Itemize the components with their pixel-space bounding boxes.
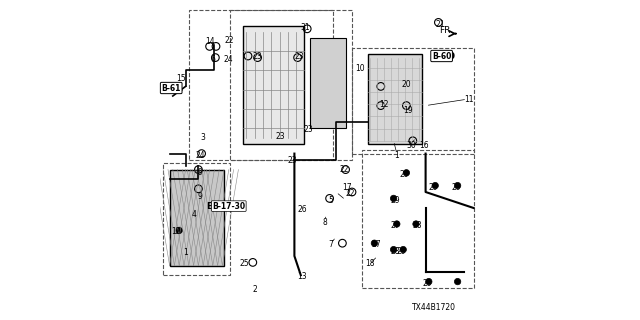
Circle shape — [390, 246, 397, 253]
Text: 14: 14 — [205, 37, 214, 46]
Text: 24: 24 — [224, 55, 234, 64]
Text: 1: 1 — [394, 151, 399, 160]
Text: 16: 16 — [419, 141, 429, 150]
Text: 17: 17 — [342, 183, 352, 192]
Circle shape — [394, 221, 400, 227]
Text: 11: 11 — [464, 95, 474, 104]
Text: 24: 24 — [195, 151, 205, 160]
Text: 29: 29 — [390, 196, 400, 204]
Text: 20: 20 — [401, 80, 412, 89]
Text: 29: 29 — [451, 183, 461, 192]
Circle shape — [413, 221, 419, 227]
Text: 26: 26 — [298, 205, 307, 214]
Polygon shape — [243, 26, 304, 144]
Text: 5: 5 — [329, 196, 333, 204]
Text: 27: 27 — [390, 221, 400, 230]
Text: 22: 22 — [224, 36, 234, 44]
Text: 10: 10 — [355, 64, 365, 73]
Polygon shape — [368, 54, 422, 144]
Text: B-61: B-61 — [159, 84, 183, 92]
Circle shape — [371, 240, 378, 246]
Text: 21: 21 — [435, 20, 445, 28]
Text: 2: 2 — [252, 285, 257, 294]
Text: 15: 15 — [176, 74, 186, 83]
Text: 23: 23 — [294, 52, 304, 60]
Text: 1: 1 — [183, 248, 188, 257]
Text: 8: 8 — [323, 218, 327, 227]
Text: 29: 29 — [400, 170, 410, 179]
Text: 31: 31 — [301, 23, 310, 32]
Text: 18: 18 — [365, 260, 374, 268]
Circle shape — [454, 278, 461, 285]
Text: B-60: B-60 — [432, 52, 451, 60]
Text: 25: 25 — [240, 260, 250, 268]
Text: 12: 12 — [380, 100, 388, 108]
Text: 9: 9 — [198, 168, 202, 177]
Circle shape — [176, 227, 182, 234]
Text: 9: 9 — [198, 192, 202, 201]
Circle shape — [432, 182, 438, 189]
Text: 19: 19 — [403, 106, 413, 115]
Text: 27: 27 — [371, 240, 381, 249]
Text: FR.: FR. — [440, 26, 453, 35]
Text: 29: 29 — [422, 279, 432, 288]
Text: B-61: B-61 — [161, 84, 181, 92]
Text: B-17-30: B-17-30 — [212, 202, 245, 211]
Text: 30: 30 — [406, 141, 416, 150]
Text: 28: 28 — [413, 221, 422, 230]
Text: 4: 4 — [191, 210, 196, 219]
Text: 7: 7 — [329, 240, 333, 249]
Text: 22: 22 — [339, 165, 349, 174]
Text: 6: 6 — [211, 55, 215, 64]
Circle shape — [390, 195, 397, 202]
Text: 22: 22 — [346, 189, 355, 198]
Text: 23: 23 — [253, 52, 262, 60]
Circle shape — [403, 170, 410, 176]
Text: 23: 23 — [304, 125, 314, 134]
Text: 3: 3 — [201, 133, 205, 142]
Text: 23: 23 — [275, 132, 285, 140]
Circle shape — [454, 182, 461, 189]
Circle shape — [426, 278, 432, 285]
Text: 12: 12 — [172, 228, 180, 236]
Text: B-17-30: B-17-30 — [206, 202, 245, 211]
Text: 23: 23 — [288, 156, 298, 164]
Text: 29: 29 — [429, 183, 438, 192]
Text: 29: 29 — [397, 247, 406, 256]
Polygon shape — [170, 170, 224, 266]
Text: 13: 13 — [298, 272, 307, 281]
Text: TX44B1720: TX44B1720 — [412, 303, 456, 312]
Circle shape — [400, 246, 406, 253]
Text: 28: 28 — [390, 247, 400, 256]
Polygon shape — [310, 38, 346, 128]
Text: B-60: B-60 — [432, 52, 454, 60]
